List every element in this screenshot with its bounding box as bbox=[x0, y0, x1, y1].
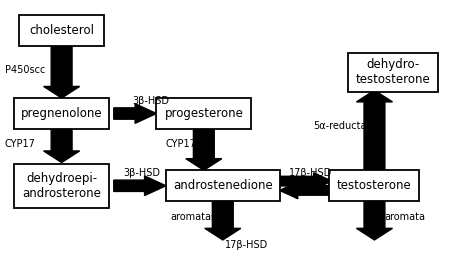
Text: cholesterol: cholesterol bbox=[29, 25, 94, 37]
FancyBboxPatch shape bbox=[14, 164, 109, 208]
Text: CYP17: CYP17 bbox=[5, 140, 36, 149]
Polygon shape bbox=[356, 201, 392, 240]
Text: CYP17: CYP17 bbox=[166, 140, 197, 149]
Text: 3β-HSD: 3β-HSD bbox=[123, 168, 160, 178]
Text: testosterone: testosterone bbox=[337, 179, 412, 192]
Polygon shape bbox=[280, 182, 332, 199]
Text: aromata: aromata bbox=[384, 212, 425, 222]
Text: 17β-HSD: 17β-HSD bbox=[225, 240, 268, 250]
FancyBboxPatch shape bbox=[14, 98, 109, 129]
Text: progesterone: progesterone bbox=[164, 107, 243, 120]
Polygon shape bbox=[280, 173, 332, 189]
Polygon shape bbox=[44, 129, 80, 163]
FancyBboxPatch shape bbox=[329, 170, 419, 201]
FancyBboxPatch shape bbox=[156, 98, 251, 129]
Polygon shape bbox=[186, 129, 222, 170]
Text: dehydro-
testosterone: dehydro- testosterone bbox=[356, 58, 431, 86]
Polygon shape bbox=[114, 176, 166, 196]
FancyBboxPatch shape bbox=[19, 15, 104, 46]
Text: androstenedione: androstenedione bbox=[173, 179, 273, 192]
Text: dehydroepi-
androsterone: dehydroepi- androsterone bbox=[22, 172, 101, 200]
Text: aromatase: aromatase bbox=[171, 212, 223, 222]
Text: pregnenolone: pregnenolone bbox=[21, 107, 102, 120]
Text: 5α-reductase: 5α-reductase bbox=[313, 122, 377, 131]
Polygon shape bbox=[44, 46, 80, 98]
Polygon shape bbox=[114, 104, 156, 123]
Polygon shape bbox=[356, 90, 392, 170]
FancyBboxPatch shape bbox=[166, 170, 280, 201]
FancyBboxPatch shape bbox=[348, 53, 438, 92]
Text: 17β-HSD: 17β-HSD bbox=[289, 168, 332, 178]
Text: 3β-HSD: 3β-HSD bbox=[133, 96, 170, 106]
Text: P450scc: P450scc bbox=[5, 65, 45, 75]
Polygon shape bbox=[205, 201, 241, 240]
